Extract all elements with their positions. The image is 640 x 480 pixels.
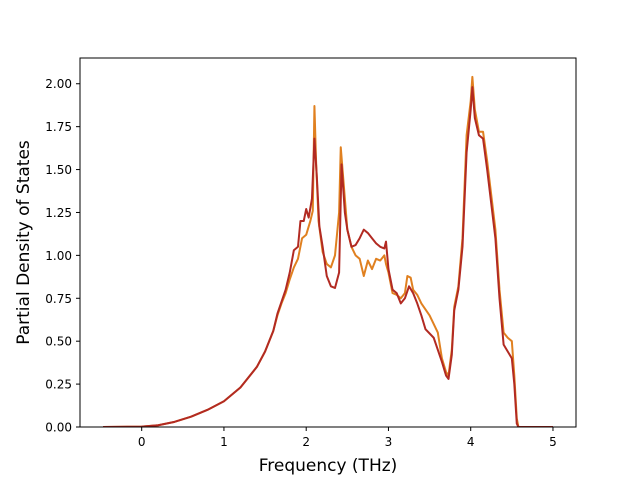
- x-axis-ticks: 0 1 2 3 4 5: [138, 427, 557, 449]
- series-line-2: [103, 86, 553, 427]
- x-tick-label: 0: [138, 435, 146, 449]
- y-tick-label: 0.25: [45, 378, 72, 392]
- x-axis-label: Frequency (THz): [259, 456, 398, 476]
- y-tick-label: 1.50: [45, 163, 72, 177]
- x-tick-label: 4: [467, 435, 475, 449]
- y-tick-label: 2.00: [45, 77, 72, 91]
- x-tick-label: 1: [220, 435, 228, 449]
- x-tick-label: 5: [549, 435, 557, 449]
- y-axis-label: Partial Density of States: [14, 140, 34, 345]
- x-tick-label: 2: [302, 435, 310, 449]
- axes-frame: [79, 57, 577, 428]
- y-tick-label: 0.00: [45, 421, 72, 435]
- y-tick-label: 0.50: [45, 335, 72, 349]
- series-group: [103, 75, 553, 427]
- y-tick-label: 1.25: [45, 206, 72, 220]
- y-axis-ticks: 0.00 0.25 0.50 0.75 1.00 1.25 1.50 1.75 2.00: [45, 77, 80, 435]
- y-tick-label: 1.00: [45, 249, 72, 263]
- y-tick-label: 1.75: [45, 120, 72, 134]
- x-tick-label: 3: [385, 435, 393, 449]
- y-tick-label: 0.75: [45, 292, 72, 306]
- series-line-1: [103, 75, 553, 427]
